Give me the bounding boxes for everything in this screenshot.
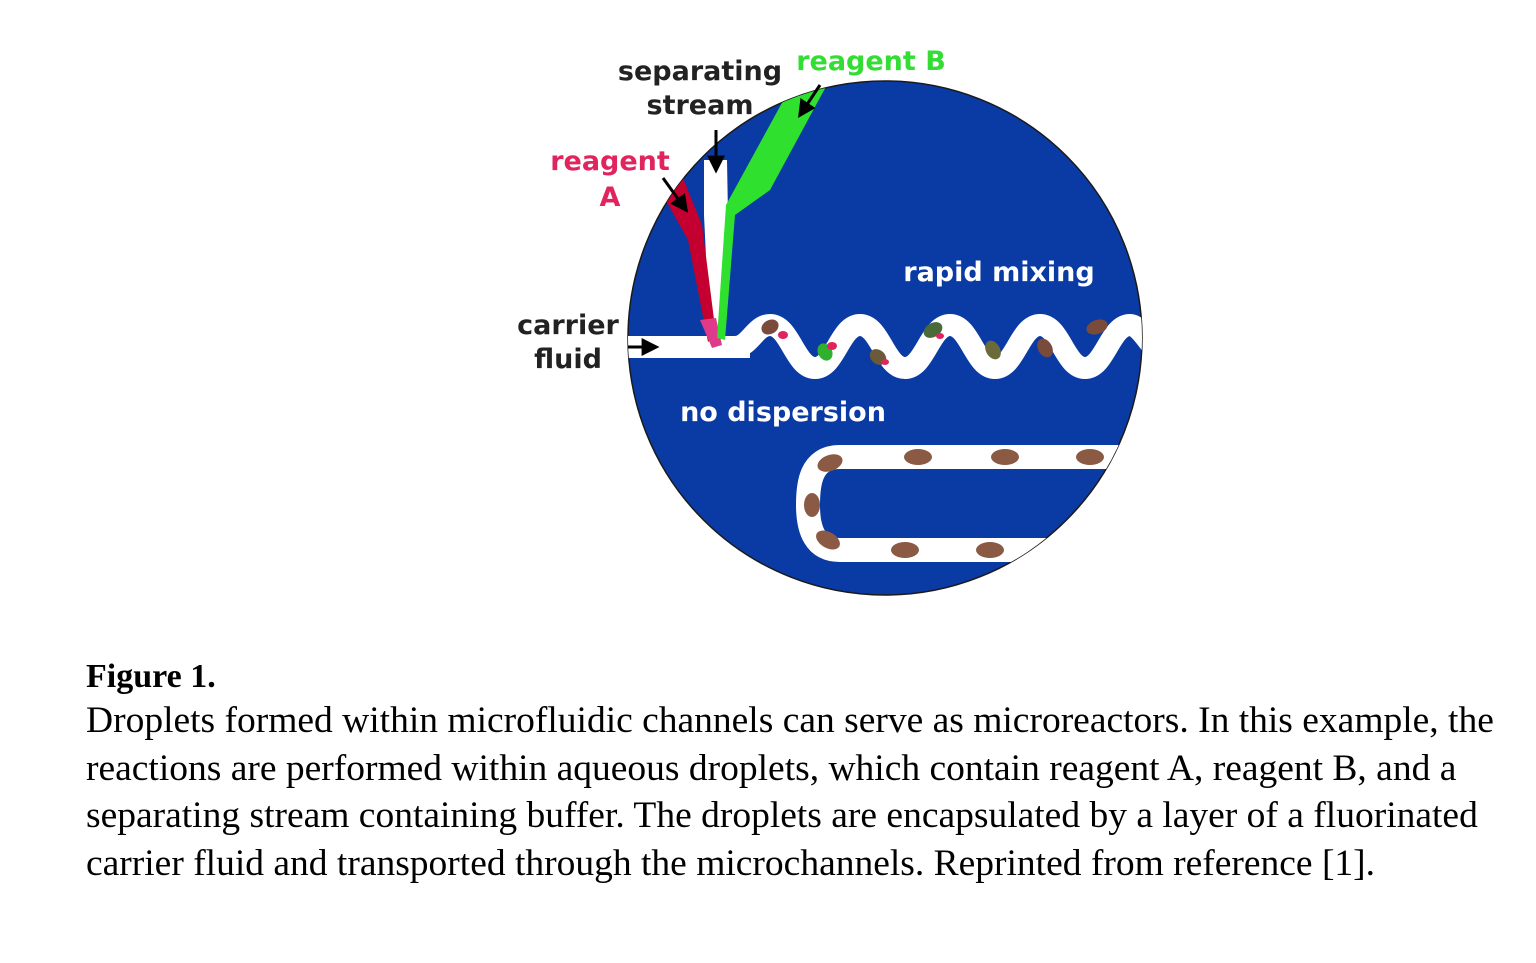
reagent-a-tip [700,318,722,348]
label-carrier: carrier [517,310,619,341]
label-separating: separating [618,56,782,87]
label-reagent-a-line2: A [600,182,621,213]
droplet [936,333,944,339]
droplet [1076,449,1104,465]
droplet [761,319,779,335]
caption-body: Droplets formed within microfluidic chan… [86,700,1494,884]
droplet [976,542,1004,558]
droplet [1086,319,1108,335]
reagent-a-channel [660,178,716,342]
droplet [817,454,843,472]
droplet [891,542,919,558]
label-reagent-b: reagent B [796,46,946,77]
label-rapid-mixing: rapid mixing [903,257,1094,288]
droplet [991,449,1019,465]
droplet [985,340,1001,360]
label-stream: stream [647,90,754,121]
reagent-a-arrow [661,177,689,213]
droplet [827,342,837,350]
label-fluid: fluid [534,344,602,375]
mixing-droplets [761,319,1108,365]
droplet [804,493,820,517]
reagent-b-arrow [798,84,822,118]
droplet [816,530,840,550]
label-reagent-a-line1: reagent [550,146,670,177]
mixing-serpentine-channel [724,313,1142,380]
transport-droplets [804,449,1104,558]
label-no-dispersion: no dispersion [680,397,886,428]
droplet [778,331,788,339]
droplet [881,359,889,365]
droplet [904,449,932,465]
reagent-b-channel [717,81,835,340]
droplet [1037,338,1053,358]
figure-caption: Figure 1. Droplets formed within microfl… [86,657,1526,887]
caption-title: Figure 1. [86,658,216,695]
